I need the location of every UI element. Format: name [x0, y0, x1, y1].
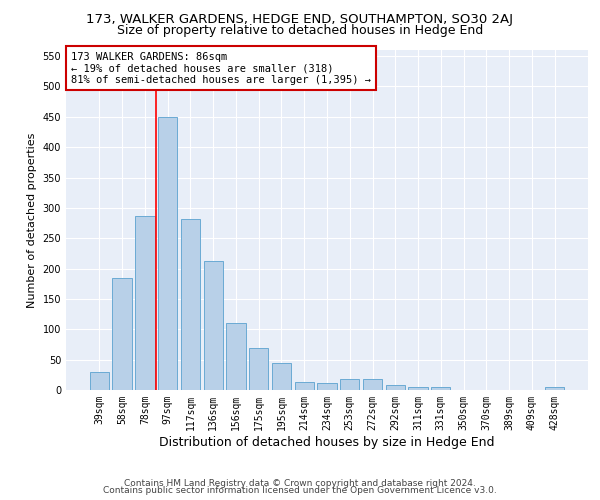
Text: 173, WALKER GARDENS, HEDGE END, SOUTHAMPTON, SO30 2AJ: 173, WALKER GARDENS, HEDGE END, SOUTHAMP… — [86, 12, 514, 26]
Bar — [226, 323, 245, 390]
Text: Size of property relative to detached houses in Hedge End: Size of property relative to detached ho… — [117, 24, 483, 37]
Text: Contains HM Land Registry data © Crown copyright and database right 2024.: Contains HM Land Registry data © Crown c… — [124, 478, 476, 488]
Bar — [431, 387, 451, 390]
Y-axis label: Number of detached properties: Number of detached properties — [27, 132, 37, 308]
Bar — [90, 372, 109, 390]
Bar — [181, 219, 200, 390]
Text: 173 WALKER GARDENS: 86sqm
← 19% of detached houses are smaller (318)
81% of semi: 173 WALKER GARDENS: 86sqm ← 19% of detac… — [71, 52, 371, 85]
Bar — [295, 382, 314, 390]
Bar — [386, 384, 405, 390]
Bar — [158, 117, 178, 390]
Bar — [112, 278, 132, 390]
Bar — [317, 384, 337, 390]
Bar — [135, 216, 155, 390]
Bar — [203, 262, 223, 390]
Bar — [249, 348, 268, 390]
X-axis label: Distribution of detached houses by size in Hedge End: Distribution of detached houses by size … — [159, 436, 495, 448]
Text: Contains public sector information licensed under the Open Government Licence v3: Contains public sector information licen… — [103, 486, 497, 495]
Bar — [340, 379, 359, 390]
Bar — [363, 379, 382, 390]
Bar — [409, 387, 428, 390]
Bar — [272, 362, 291, 390]
Bar — [545, 387, 564, 390]
